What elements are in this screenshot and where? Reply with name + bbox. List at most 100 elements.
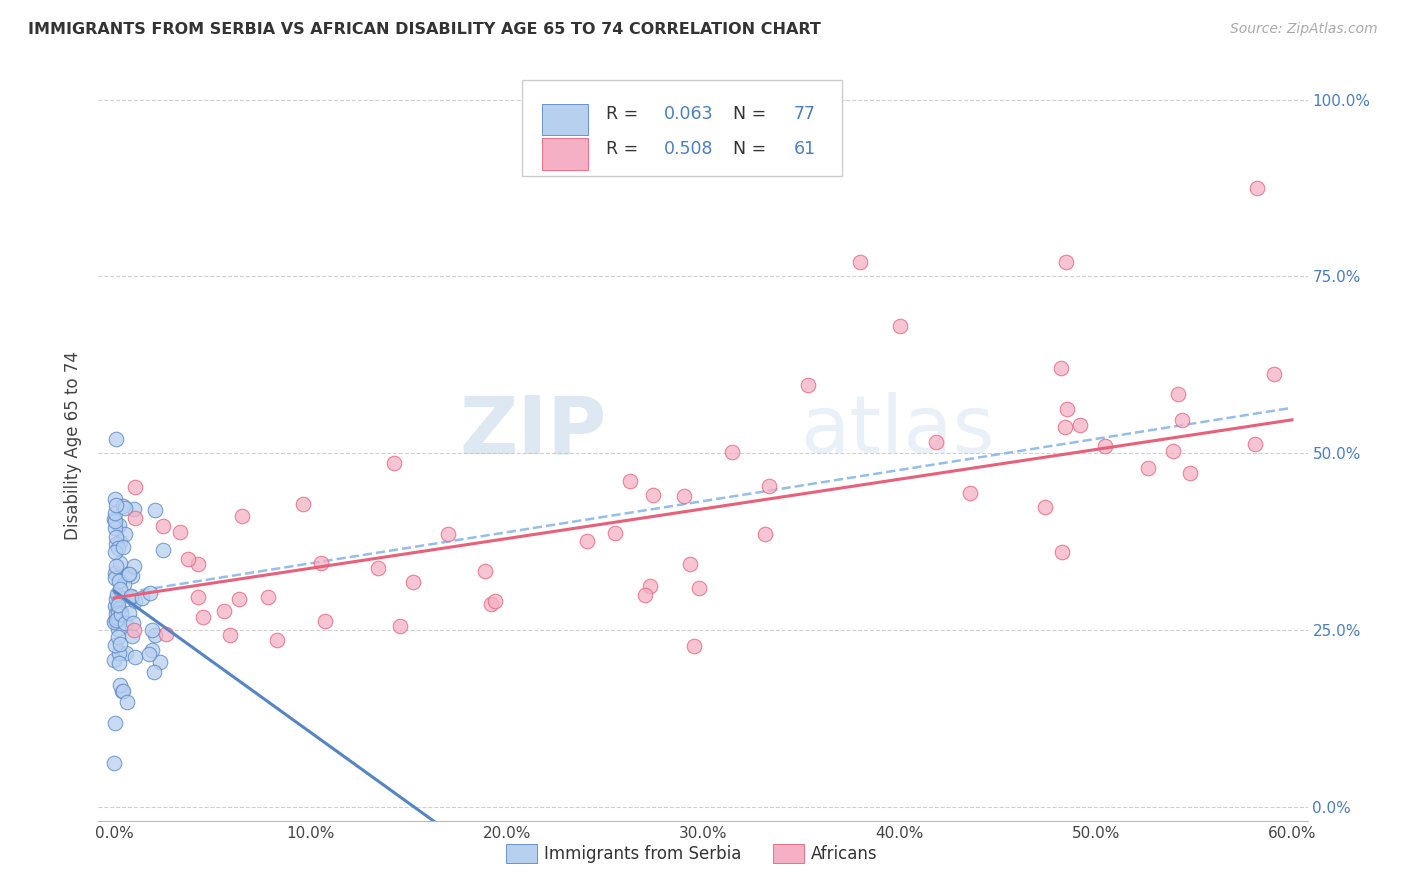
Point	[314, 615, 336, 629]
Point	[673, 489, 696, 503]
Point	[177, 552, 200, 566]
Point	[105, 498, 128, 512]
Point	[103, 756, 125, 771]
Point	[219, 627, 242, 641]
Point	[122, 616, 145, 631]
Point	[1244, 436, 1267, 450]
Point	[1050, 545, 1073, 559]
Point	[131, 591, 153, 605]
Point	[114, 526, 136, 541]
Point	[138, 647, 160, 661]
Point	[141, 623, 163, 637]
Point	[111, 684, 134, 698]
Point	[619, 474, 641, 488]
Point	[1180, 466, 1202, 480]
Point	[1246, 181, 1268, 195]
Point	[117, 695, 139, 709]
Point	[110, 582, 132, 596]
Point	[849, 255, 872, 269]
Point	[640, 579, 662, 593]
Text: 0.063: 0.063	[664, 105, 714, 123]
Point	[107, 599, 129, 613]
Point	[1054, 255, 1077, 269]
Text: IMMIGRANTS FROM SERBIA VS AFRICAN DISABILITY AGE 65 TO 74 CORRELATION CHART: IMMIGRANTS FROM SERBIA VS AFRICAN DISABI…	[28, 22, 821, 37]
Point	[139, 586, 162, 600]
Point	[120, 589, 142, 603]
Point	[959, 486, 981, 500]
Point	[104, 599, 127, 613]
Text: 77: 77	[793, 105, 815, 123]
Point	[104, 521, 127, 535]
Point	[103, 653, 125, 667]
Bar	[543, 103, 588, 135]
Point	[108, 678, 131, 692]
Point	[143, 628, 166, 642]
Point	[104, 638, 127, 652]
Point	[112, 683, 135, 698]
Point	[107, 611, 129, 625]
Point	[107, 574, 129, 589]
Point	[124, 594, 146, 608]
Point	[118, 567, 141, 582]
Point	[105, 432, 128, 446]
Point	[148, 656, 170, 670]
Point	[111, 540, 134, 554]
Bar	[543, 138, 588, 169]
Point	[111, 499, 134, 513]
Point	[107, 622, 129, 636]
Point	[122, 623, 145, 637]
Text: N =: N =	[734, 105, 772, 123]
Point	[1170, 413, 1192, 427]
Point	[104, 716, 127, 731]
Point	[187, 591, 209, 605]
Point	[212, 604, 235, 618]
Point	[114, 500, 136, 515]
Point	[152, 519, 174, 533]
Point	[108, 637, 131, 651]
Point	[924, 434, 946, 449]
FancyBboxPatch shape	[522, 80, 842, 177]
Point	[311, 556, 333, 570]
Point	[110, 607, 132, 621]
Point	[797, 377, 820, 392]
Point	[143, 503, 166, 517]
Point	[484, 593, 506, 607]
Point	[1161, 444, 1184, 458]
Point	[169, 524, 191, 539]
Point	[107, 607, 129, 621]
Point	[105, 558, 128, 573]
Point	[758, 479, 780, 493]
Point	[117, 566, 139, 581]
Point	[108, 518, 131, 533]
Point	[603, 526, 626, 541]
Point	[754, 527, 776, 541]
Point	[107, 541, 129, 555]
Point	[104, 544, 127, 558]
Point	[231, 508, 253, 523]
Point	[141, 642, 163, 657]
Point	[104, 507, 127, 521]
Point	[105, 530, 128, 544]
Text: R =: R =	[606, 139, 644, 158]
Point	[634, 588, 657, 602]
Point	[107, 630, 129, 644]
Point	[121, 629, 143, 643]
Point	[437, 527, 460, 541]
Point	[1050, 361, 1073, 376]
Point	[257, 590, 280, 604]
Point	[1137, 460, 1160, 475]
Text: ZIP: ZIP	[458, 392, 606, 470]
Point	[105, 607, 128, 622]
Point	[121, 569, 143, 583]
Point	[103, 571, 125, 585]
Text: atlas: atlas	[800, 392, 994, 470]
Point	[103, 512, 125, 526]
Point	[104, 492, 127, 507]
Text: R =: R =	[606, 105, 644, 123]
Point	[683, 639, 706, 653]
Point	[291, 497, 314, 511]
Point	[679, 557, 702, 571]
Point	[479, 597, 502, 611]
Point	[576, 534, 599, 549]
Point	[104, 614, 127, 628]
